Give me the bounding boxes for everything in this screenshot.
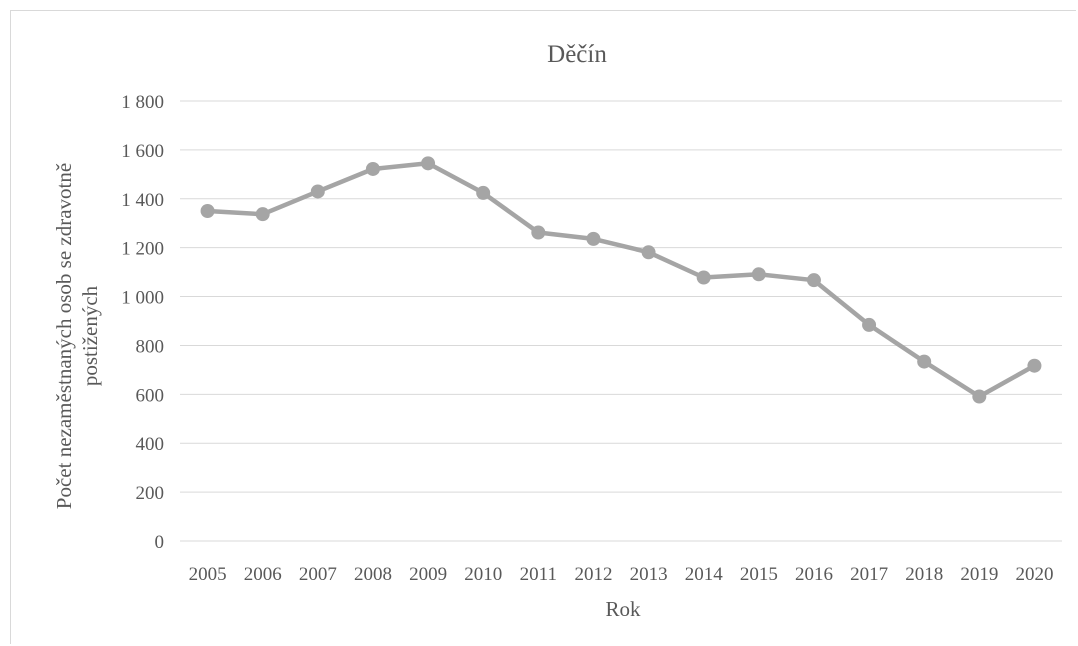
- data-point-2018: [917, 354, 932, 369]
- y-tick-label: 1 800: [121, 92, 164, 113]
- x-tick-label: 2010: [464, 564, 502, 585]
- data-point-2006: [255, 207, 270, 222]
- y-tick-label: 1 400: [121, 190, 164, 211]
- x-tick-label: 2005: [189, 564, 227, 585]
- x-tick-label: 2014: [685, 564, 724, 585]
- x-tick-label: 2009: [409, 564, 447, 585]
- data-point-2014: [696, 270, 711, 285]
- y-tick-label: 600: [136, 385, 165, 406]
- y-tick-label: 800: [136, 336, 165, 357]
- series-layer: [200, 156, 1042, 404]
- gridlines: [180, 100, 1062, 542]
- data-point-2013: [641, 245, 656, 260]
- x-tick-label: 2006: [244, 564, 282, 585]
- x-tick-label: 2008: [354, 564, 392, 585]
- data-point-2009: [421, 156, 436, 171]
- x-tick-label: 2020: [1015, 564, 1053, 585]
- x-tick-label: 2016: [795, 564, 833, 585]
- y-tick-label: 0: [155, 532, 165, 553]
- data-point-2020: [1027, 358, 1042, 373]
- x-tick-label: 2019: [960, 564, 998, 585]
- x-tick-label: 2011: [520, 564, 557, 585]
- data-point-2017: [862, 317, 877, 332]
- data-point-2005: [200, 204, 215, 218]
- x-axis-ticks: 2005 2006 2007 2008 2009 2010 2011 2012 2013 2014…: [189, 564, 1054, 585]
- y-axis-label-line-2: postižených: [78, 285, 102, 386]
- x-tick-label: 2017: [850, 564, 888, 585]
- data-point-2019: [972, 389, 987, 404]
- y-tick-label: 1 600: [121, 141, 164, 162]
- data-point-2016: [806, 273, 821, 288]
- chart-frame: [10, 10, 1076, 644]
- y-axis-label: Počet nezaměstnaných osob se zdravotně p…: [52, 163, 102, 509]
- x-tick-label: 2015: [740, 564, 778, 585]
- data-point-2010: [476, 185, 491, 200]
- x-tick-label: 2018: [905, 564, 943, 585]
- data-point-2008: [365, 161, 380, 176]
- y-tick-label: 200: [136, 483, 165, 504]
- chart-title: Děčín: [547, 41, 607, 68]
- y-axis-label-line-1: Počet nezaměstnaných osob se zdravotně: [52, 163, 76, 509]
- x-tick-label: 2013: [630, 564, 668, 585]
- x-axis-label: Rok: [605, 597, 641, 621]
- data-point-2012: [586, 231, 601, 246]
- y-tick-label: 400: [136, 434, 165, 455]
- data-point-2011: [531, 225, 546, 240]
- series-line: [205, 161, 1037, 399]
- x-tick-label: 2012: [574, 564, 612, 585]
- x-tick-label: 2007: [299, 564, 337, 585]
- data-point-2007: [310, 184, 325, 199]
- y-tick-label: 1 200: [121, 239, 164, 260]
- y-tick-label: 1 000: [121, 288, 164, 309]
- data-point-2015: [751, 267, 766, 282]
- y-axis-ticks: 0 200 400 600 800 1 000 1 200 1 400 1 600 1 800: [121, 92, 164, 553]
